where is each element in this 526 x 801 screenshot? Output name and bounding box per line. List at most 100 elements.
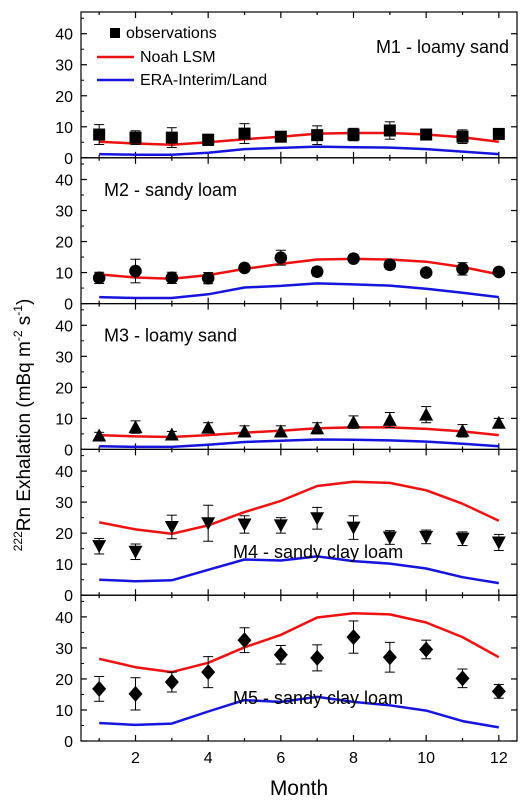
observation-point	[310, 421, 325, 435]
legend-era-label: ERA-Interim/Land	[140, 72, 267, 89]
observation-point	[202, 133, 215, 146]
observation-point	[92, 680, 107, 697]
observation-point	[346, 629, 361, 646]
observation-point	[456, 262, 469, 276]
svg-text:222Rn Exhalation (mBq m-2 s-1): 222Rn Exhalation (mBq m-2 s-1)	[11, 299, 35, 552]
x-axis: 2 4 6 8 10 12	[131, 750, 508, 767]
observation-point	[419, 641, 434, 658]
observation-point	[456, 130, 469, 143]
observation-point	[383, 258, 397, 272]
panel-frame	[80, 594, 518, 742]
y-axis-label-isotope: 222	[11, 531, 25, 551]
x-tick-label: 4	[204, 750, 213, 767]
observation-point	[382, 649, 397, 666]
observation-point	[382, 531, 397, 545]
y-tick-label: 40	[55, 318, 73, 335]
y-tick-label: 0	[64, 734, 73, 751]
noah-lsm-line	[99, 257, 500, 281]
era-interim-land-line	[99, 438, 499, 449]
y-axis-label-end: )	[14, 299, 35, 305]
observation-point	[491, 415, 506, 429]
observation-point	[310, 649, 325, 666]
observation-point	[491, 536, 506, 550]
observation-point	[201, 271, 215, 285]
observation-point	[347, 128, 360, 141]
observation-point	[310, 512, 325, 526]
panel-label: M5 - sandy clay loam	[233, 688, 403, 708]
y-axis-label-main: Rn Exhalation (mBq m	[14, 341, 35, 531]
era-interim-land-line	[99, 695, 500, 729]
x-tick-label: 12	[490, 750, 508, 767]
y-tick-label: 20	[55, 672, 73, 689]
observation-point	[419, 266, 433, 279]
observation-point	[92, 540, 107, 554]
observation-point	[491, 683, 506, 700]
observation-point	[455, 423, 470, 437]
x-tick-label: 6	[276, 750, 285, 767]
observation-point	[201, 664, 216, 681]
observation-point	[311, 129, 324, 142]
observation-point	[455, 670, 470, 687]
y-tick-label: 10	[55, 557, 73, 574]
noah-lsm-line	[98, 480, 500, 536]
observation-point	[165, 131, 178, 144]
x-axis-label: Month	[270, 777, 328, 800]
panel-label: M4 - sandy clay loam	[233, 542, 403, 562]
x-tick-label: 2	[131, 750, 140, 767]
panel-1: 0 10 20 30 40 M1 - loamy sand	[55, 11, 518, 168]
observation-point	[93, 128, 106, 141]
panel-4: 0 10 20 30 40 M4 - sandy clay loam	[55, 448, 518, 605]
noah-lsm-line	[99, 426, 499, 439]
observation-point	[237, 632, 252, 649]
observation-point	[347, 252, 360, 265]
panel-2: 0 10 20 30 40 M2 - sandy loam	[55, 157, 518, 314]
observation-point	[273, 646, 288, 663]
observation-point	[419, 530, 434, 544]
chart-panels: 0 10 20 30 40 M1 - loamy sand 0 10 20 30 40 M2 - sa…	[55, 11, 518, 751]
y-axis-label-sup2: -1	[11, 305, 25, 316]
observation-point	[238, 261, 251, 275]
observation-point	[383, 124, 396, 137]
y-tick-label: 0	[64, 151, 73, 168]
y-tick-label: 30	[55, 349, 73, 366]
observation-point	[274, 130, 287, 143]
observation-point	[274, 251, 288, 264]
observation-point	[237, 518, 252, 532]
y-tick-label: 20	[55, 89, 73, 106]
y-tick-label: 20	[55, 235, 73, 252]
observation-point	[237, 424, 252, 438]
y-tick-label: 0	[64, 588, 73, 605]
y-tick-label: 10	[55, 266, 73, 283]
y-tick-label: 10	[55, 120, 73, 137]
observation-point	[128, 420, 143, 434]
y-axis-label-sup1: -2	[11, 330, 25, 341]
y-axis-label-mid: s	[14, 316, 35, 331]
observation-point	[346, 521, 361, 535]
era-interim-land-line	[99, 145, 499, 156]
observation-point	[129, 131, 142, 144]
y-tick-label: 0	[64, 442, 73, 459]
legend-noah-label: Noah LSM	[140, 49, 216, 66]
legend-observations-label: observations	[126, 25, 217, 42]
panel-3: 0 10 20 30 40 M3 - loamy sand	[55, 303, 518, 459]
y-tick-label: 20	[55, 380, 73, 397]
observation-point	[455, 532, 470, 546]
y-tick-label: 30	[55, 641, 73, 658]
observation-point	[201, 420, 216, 434]
observation-point	[273, 519, 288, 533]
observation-point	[201, 517, 216, 531]
observation-point	[492, 127, 505, 140]
observation-point	[92, 428, 107, 442]
y-tick-label: 40	[55, 464, 73, 481]
observation-point	[419, 407, 434, 421]
observation-point	[164, 427, 179, 441]
observation-point	[92, 271, 106, 285]
observation-point	[128, 545, 143, 559]
observation-point	[310, 265, 324, 278]
panel-label: M2 - sandy loam	[104, 180, 237, 200]
panel-5: 0 10 20 30 40 M5 - sandy clay loam	[55, 594, 518, 751]
observation-point	[129, 264, 142, 278]
y-tick-label: 20	[55, 526, 73, 543]
era-interim-land-line	[99, 282, 499, 300]
